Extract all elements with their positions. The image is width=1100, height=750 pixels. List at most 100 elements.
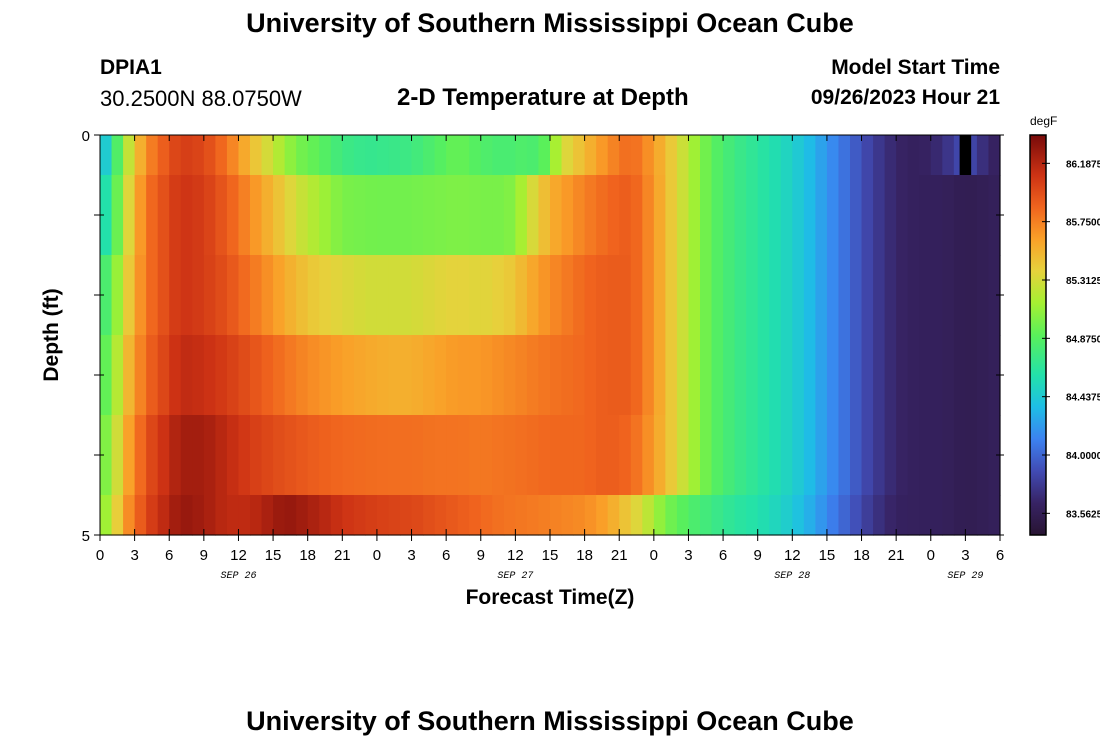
heatmap-cell: [100, 175, 113, 256]
heatmap-cell: [953, 255, 966, 336]
heatmap-cell: [676, 415, 690, 496]
heatmap-cell: [192, 135, 205, 176]
heatmap-cell: [503, 175, 516, 256]
heatmap-cell: [434, 335, 447, 416]
heatmap-cell: [988, 335, 1001, 416]
heatmap-cell: [342, 255, 355, 336]
heatmap-cell: [619, 255, 632, 336]
heatmap-cell: [157, 255, 170, 336]
heatmap-cell: [192, 175, 205, 256]
heatmap-cell: [803, 335, 816, 416]
heatmap-cell: [342, 415, 355, 496]
heatmap-cell: [215, 135, 228, 176]
heatmap-cell: [757, 175, 770, 256]
heatmap-cell: [342, 335, 355, 416]
heatmap-cell: [561, 495, 574, 536]
heatmap-cell: [607, 335, 620, 416]
heatmap-cell: [180, 495, 193, 536]
heatmap-cell: [746, 415, 759, 496]
heatmap-cell: [226, 135, 240, 176]
heatmap-cell: [550, 135, 563, 176]
heatmap-cell: [492, 495, 505, 536]
heatmap-cell: [550, 495, 563, 536]
heatmap-cell: [953, 415, 966, 496]
x-tick-label: 12: [230, 547, 247, 564]
heatmap-cell: [550, 175, 563, 256]
heatmap-cell: [515, 175, 528, 256]
heatmap-cell: [769, 415, 782, 496]
heatmap-cell: [884, 255, 897, 336]
heatmap-cell: [123, 255, 136, 336]
heatmap-cell: [953, 335, 966, 416]
heatmap-cell: [700, 255, 713, 336]
heatmap-cell: [503, 135, 516, 176]
heatmap-cell: [423, 495, 436, 536]
heatmap-cell: [723, 175, 736, 256]
heatmap-cell: [492, 135, 505, 176]
y-tick-label: 0: [82, 128, 90, 145]
heatmap-cell: [861, 415, 874, 496]
heatmap-cell: [746, 175, 759, 256]
x-tick-label: 3: [130, 547, 138, 564]
heatmap-cell: [469, 335, 482, 416]
heatmap-cell: [780, 495, 793, 536]
date-labels: SEP 26 SEP 27 SEP 28 SEP 29: [220, 571, 983, 582]
heatmap-cell: [250, 175, 263, 256]
heatmap-cell: [550, 415, 563, 496]
heatmap-cell: [157, 175, 170, 256]
heatmap-cell: [850, 255, 863, 336]
heatmap-cell: [307, 335, 320, 416]
heatmap-cell: [273, 495, 286, 536]
date-label: SEP 26: [220, 571, 256, 582]
heatmap-cell: [411, 415, 424, 496]
heatmap-cell: [826, 255, 840, 336]
heatmap-cell: [296, 255, 309, 336]
heatmap-cell: [353, 495, 366, 536]
heatmap-cell: [296, 335, 309, 416]
heatmap-cell: [919, 415, 932, 496]
heatmap-cell: [503, 255, 516, 336]
heatmap-cell: [642, 255, 655, 336]
heatmap-cell: [826, 415, 840, 496]
heatmap-cell: [734, 175, 747, 256]
heatmap-cell: [688, 335, 701, 416]
heatmap-cell: [653, 175, 666, 256]
heatmap-cell: [757, 335, 770, 416]
heatmap-cell: [307, 135, 320, 176]
heatmap-cell: [180, 135, 193, 176]
heatmap-cell: [146, 335, 159, 416]
heatmap-cell: [400, 335, 413, 416]
heatmap-cell: [630, 135, 643, 176]
heatmap-cell: [919, 335, 932, 416]
heatmap-cell: [296, 175, 309, 256]
heatmap-cell: [711, 415, 724, 496]
heatmap-cell: [803, 175, 816, 256]
heatmap-cell: [376, 415, 390, 496]
heatmap-cell: [665, 175, 678, 256]
heatmap-cell: [630, 175, 643, 256]
heatmap-cell: [757, 415, 770, 496]
heatmap-cell: [238, 495, 251, 536]
heatmap-cell: [353, 135, 366, 176]
heatmap-cell: [134, 135, 147, 176]
colorbar-ticks: 86.1875 85.7500 85.3125 84.8750 84.4375 84.00…: [1042, 159, 1100, 520]
heatmap-cell: [376, 335, 390, 416]
x-tick-label: 3: [407, 547, 415, 564]
x-tick-label: 6: [442, 547, 450, 564]
heatmap-cell: [676, 335, 690, 416]
heatmap-cell: [584, 175, 597, 256]
heatmap-cell: [203, 135, 216, 176]
heatmap-cell: [723, 135, 736, 176]
heatmap-cell: [123, 335, 136, 416]
heatmap-cell: [723, 495, 736, 536]
heatmap-cell: [665, 255, 678, 336]
heatmap-cell: [111, 135, 124, 176]
x-tick-label: 6: [996, 547, 1004, 564]
heatmap-cell: [457, 175, 470, 256]
heatmap-cell: [215, 175, 228, 256]
heatmap-cell: [319, 415, 332, 496]
heatmap-cell: [965, 255, 978, 336]
heatmap-cell: [526, 255, 540, 336]
heatmap-cell: [688, 255, 701, 336]
heatmap-cell: [526, 335, 540, 416]
